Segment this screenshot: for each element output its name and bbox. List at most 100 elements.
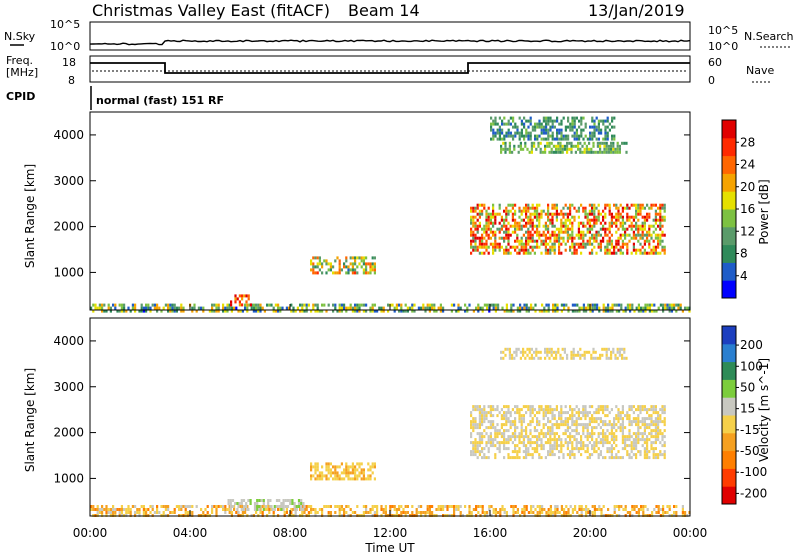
velocity-cell <box>336 465 339 469</box>
velocity-cell <box>557 347 560 351</box>
velocity-cell <box>123 508 126 511</box>
velocity-cell <box>522 420 525 424</box>
velocity-cell <box>570 356 573 360</box>
power-cell <box>631 303 634 307</box>
time-tick-label: 08:00 <box>273 526 308 540</box>
power-cell <box>580 230 583 234</box>
velocity-cell <box>494 456 497 460</box>
velocity-cell <box>481 441 484 445</box>
velocity-cell <box>654 441 657 445</box>
power-cell <box>241 294 244 298</box>
power-cell <box>549 236 552 240</box>
velocity-cell <box>575 426 578 430</box>
power-cell <box>619 233 622 237</box>
velocity-colorbar-tick-label: 50 <box>740 380 755 394</box>
power-cell <box>587 306 590 310</box>
power-cell <box>577 245 580 249</box>
power-cell <box>611 125 614 129</box>
velocity-cell <box>551 444 554 448</box>
velocity-cell <box>588 411 591 415</box>
velocity-cell <box>474 450 477 454</box>
velocity-cell <box>591 435 594 439</box>
velocity-cell <box>531 411 534 415</box>
power-cell <box>472 245 475 249</box>
power-cell <box>338 259 341 263</box>
power-cell <box>529 137 532 141</box>
power-cell <box>173 306 176 310</box>
velocity-cell <box>487 411 490 415</box>
power-cell <box>571 221 574 225</box>
velocity-cell <box>307 505 310 508</box>
velocity-cell <box>641 408 644 412</box>
power-cell <box>575 134 578 138</box>
power-cell <box>663 248 666 252</box>
power-cell <box>498 221 501 225</box>
power-cell <box>527 233 530 237</box>
velocity-cell <box>547 450 550 454</box>
velocity-cell <box>629 511 632 514</box>
velocity-cell <box>615 429 618 433</box>
velocity-cell <box>564 405 567 409</box>
velocity-cell <box>481 420 484 424</box>
velocity-cell <box>269 499 272 502</box>
velocity-cell <box>637 408 640 412</box>
power-cell <box>400 309 403 313</box>
power-cell <box>639 224 642 228</box>
power-cell <box>417 306 420 310</box>
power-cell <box>123 303 126 307</box>
velocity-cell <box>521 508 524 511</box>
power-cell <box>578 306 581 310</box>
velocity-cell <box>474 441 477 445</box>
velocity-cell <box>515 350 518 354</box>
power-cell <box>492 128 495 132</box>
velocity-cell <box>553 438 556 442</box>
power-cell <box>599 242 602 246</box>
power-cell <box>492 212 495 216</box>
velocity-cell <box>496 432 499 436</box>
power-cell <box>579 147 582 151</box>
velocity-cell <box>213 505 216 508</box>
power-cell <box>541 150 544 154</box>
power-cell <box>536 224 539 228</box>
power-cell <box>525 239 528 243</box>
power-cell <box>632 236 635 240</box>
power-cell <box>599 144 602 148</box>
power-cell <box>96 306 99 310</box>
power-cell <box>621 227 624 231</box>
velocity-cell <box>125 508 128 511</box>
velocity-cell <box>630 444 633 448</box>
velocity-cell <box>312 474 315 478</box>
power-cell <box>511 215 514 219</box>
velocity-cell <box>478 435 481 439</box>
power-cell <box>540 215 543 219</box>
power-cell <box>549 221 552 225</box>
power-cell <box>351 262 354 266</box>
power-cell <box>571 224 574 228</box>
power-cell <box>626 215 629 219</box>
power-cell <box>544 233 547 237</box>
velocity-cell <box>549 408 552 412</box>
power-cell <box>542 209 545 213</box>
power-cell <box>215 309 218 313</box>
power-cell <box>197 306 200 310</box>
power-cell <box>142 306 145 310</box>
velocity-cell <box>577 450 580 454</box>
power-cell <box>639 203 642 207</box>
velocity-cell <box>505 447 508 451</box>
velocity-cell <box>637 438 640 442</box>
power-cell <box>505 122 508 126</box>
power-cell <box>588 212 591 216</box>
velocity-cell <box>528 350 531 354</box>
velocity-cell <box>184 508 187 511</box>
velocity-cell <box>507 435 510 439</box>
power-cell <box>371 256 374 260</box>
power-cell <box>534 309 537 313</box>
power-cell <box>611 306 614 310</box>
power-cell <box>387 303 390 307</box>
power-cell <box>527 230 530 234</box>
power-cell <box>632 242 635 246</box>
velocity-cell <box>530 356 533 360</box>
power-cell <box>496 131 499 135</box>
velocity-cell <box>663 423 666 427</box>
power-cell <box>545 309 548 313</box>
